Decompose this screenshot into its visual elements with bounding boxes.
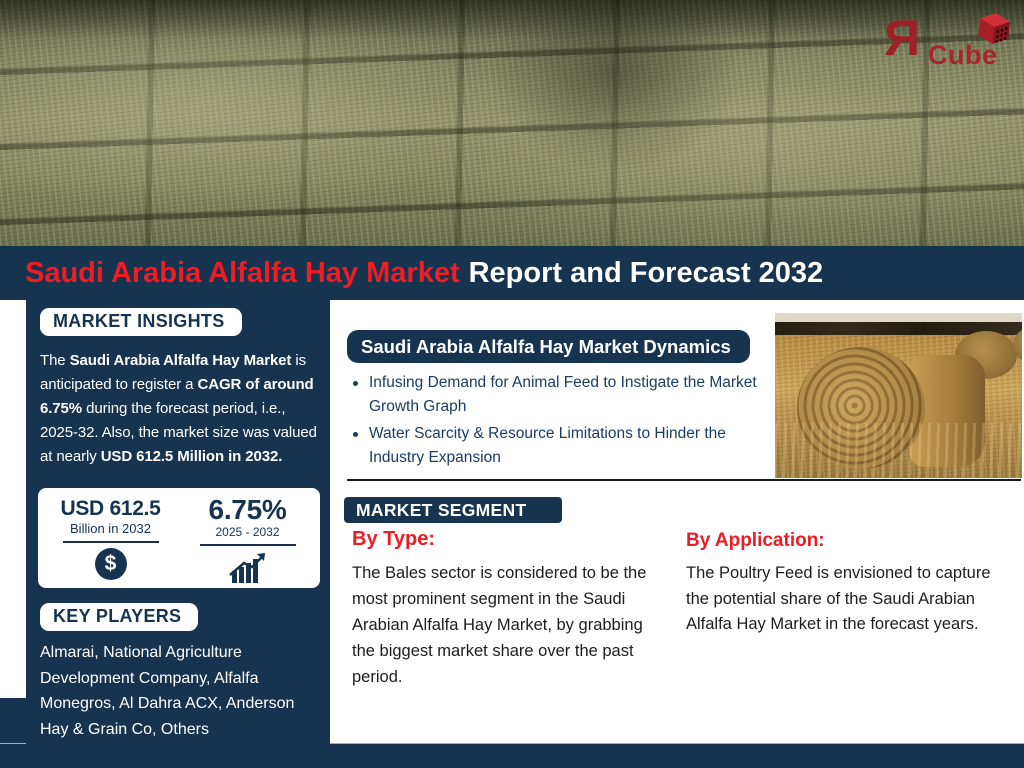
dynamics-bullet-text: Infusing Demand for Animal Feed to Insti… [369,374,757,415]
market-segment-header: MARKET SEGMENT [344,497,562,523]
insight-text-part: is anticipated to register a [40,352,307,393]
stat-divider-line [62,541,159,543]
stat-divider-line [199,544,296,546]
dynamics-bullet-text: Water Scarcity & Resource Limitations to… [369,425,726,466]
key-players-header: KEY PLAYERS [40,603,199,631]
by-application-column: By Application: The Poultry Feed is envi… [686,528,1001,690]
hay-bales-photo: Я Cube [0,0,1024,246]
stats-box: USD 612.5 Billion in 2032 $ 6.75% 2025 -… [38,488,320,588]
cagr-stat: 6.75% 2025 - 2032 [179,494,316,583]
bullet-dot-icon [353,381,358,386]
photo-straw-texture [775,423,1022,478]
market-insights-paragraph: The Saudi Arabia Alfalfa Hay Market is a… [40,349,324,469]
by-type-column: By Type: The Bales sector is considered … [352,528,668,690]
dynamics-bullet: Infusing Demand for Animal Feed to Insti… [350,371,758,419]
cagr-caption: 2025 - 2032 [215,525,280,539]
market-size-caption: Billion in 2032 [70,521,151,536]
insight-text-bold: CAGR of around 6.75% [40,376,314,417]
market-size-stat: USD 612.5 Billion in 2032 $ [42,497,179,582]
market-dynamics-header: Saudi Arabia Alfalfa Hay Market Dynamics [347,330,750,363]
insight-text-part: during the forecast period, i.e., 2025-3… [40,400,317,465]
by-application-text: The Poultry Feed is envisioned to captur… [686,564,991,633]
market-insights-header: MARKET INSIGHTS [40,308,242,336]
key-players-list: Almarai, National Agriculture Developmen… [40,644,295,738]
section-divider-line [347,479,1021,481]
market-insights-panel: MARKET INSIGHTS The Saudi Arabia Alfalfa… [26,300,330,768]
round-bale-graphic [797,347,925,469]
main-content-panel: Saudi Arabia Alfalfa Hay Market Dynamics… [330,300,1024,743]
red-cube-icon [978,13,1011,44]
growth-chart-icon [228,553,265,583]
by-type-text: The Bales sector is considered to be the… [352,564,647,686]
page-title-rest: Report and Forecast 2032 [468,257,824,289]
insight-text-part: The [40,352,70,369]
logo-name-text: Cube [928,40,998,70]
photo-treeline [775,322,1022,335]
dynamics-bullet: Water Scarcity & Resource Limitations to… [350,422,758,470]
logo-r-mark: Я [884,10,920,66]
dollar-icon: $ [94,548,127,580]
photo-sky [775,313,1022,322]
page-title-highlight: Saudi Arabia Alfalfa Hay Market [25,257,460,289]
insight-text-bold: Saudi Arabia Alfalfa Hay Market [69,352,292,369]
rcube-logo: Я Cube [884,12,1016,84]
distant-bale-graphic [1013,327,1022,363]
market-size-value: USD 612.5 [60,497,161,520]
insight-text-bold: USD 612.5 Million in 2032. [100,448,283,465]
title-banner: Saudi Arabia Alfalfa Hay Market Report an… [0,246,1024,300]
page-title: Saudi Arabia Alfalfa Hay Market Report an… [0,246,1024,300]
cagr-value: 6.75% [208,494,287,525]
hay-field-photo [775,313,1022,478]
bullet-dot-icon [353,432,358,437]
by-type-label: By Type: [352,528,435,550]
market-segment-columns: By Type: The Bales sector is considered … [352,528,1001,690]
market-dynamics-list: Infusing Demand for Animal Feed to Insti… [350,371,758,473]
by-application-label: By Application: [686,530,825,551]
